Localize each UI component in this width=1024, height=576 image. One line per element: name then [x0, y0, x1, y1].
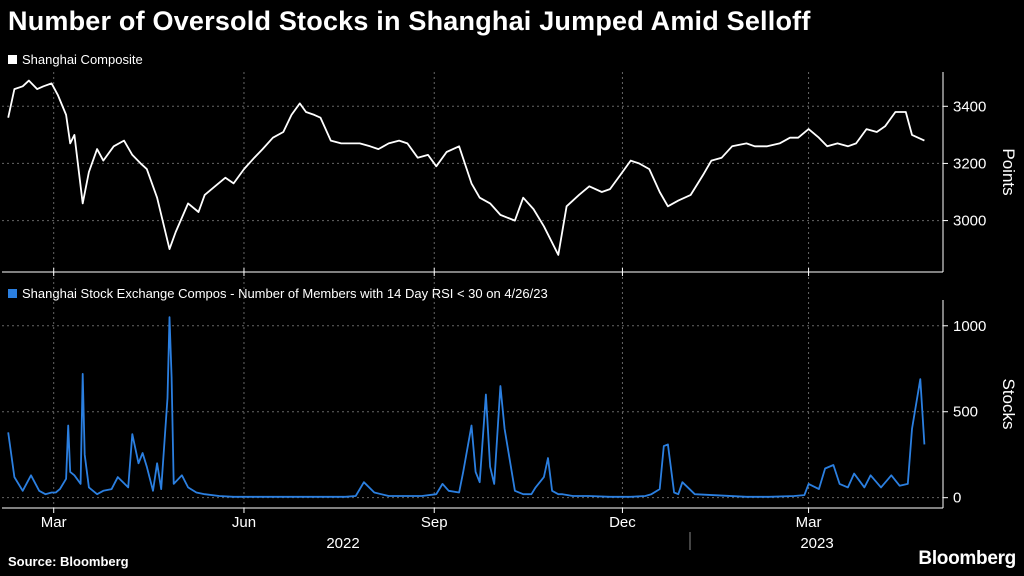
xtick-label-3: Dec	[609, 514, 636, 531]
tick-labels: 3000 3200 3400 Points 0 500 1000 Stocks Mar Jun Se…	[41, 98, 1018, 552]
legend-swatch-blue	[8, 289, 17, 298]
legend-label-2: Shanghai Stock Exchange Compos - Number …	[22, 286, 548, 301]
ytick-label-p1-1: 500	[953, 404, 978, 421]
bloomberg-logo: Bloomberg	[918, 548, 1016, 569]
ytick-label-p1-0: 0	[953, 490, 961, 507]
year-label-0: 2022	[326, 535, 359, 552]
legend-oversold-count: Shanghai Stock Exchange Compos - Number …	[8, 286, 548, 301]
legend-shanghai-composite: Shanghai Composite	[8, 52, 143, 67]
xtick-label-4: Mar	[796, 514, 822, 531]
ytick-label-p0-1: 3200	[953, 155, 986, 172]
series-line-p1-0	[7, 316, 926, 498]
xtick-label-1: Jun	[232, 514, 256, 531]
source-note: Source: Bloomberg	[8, 554, 129, 569]
ytick-label-p0-0: 3000	[953, 213, 986, 230]
xtick-label-2: Sep	[421, 514, 448, 531]
chart-title: Number of Oversold Stocks in Shanghai Ju…	[8, 6, 811, 36]
series-lines	[7, 79, 926, 498]
legend-swatch-white	[8, 55, 17, 64]
y-axis-title-p1: Stocks	[999, 378, 1018, 429]
ytick-label-p1-2: 1000	[953, 318, 986, 335]
year-label-1: 2023	[800, 535, 833, 552]
axes	[2, 72, 948, 550]
series-line-p0-0	[7, 79, 925, 256]
y-axis-title-p0: Points	[999, 148, 1018, 195]
gridlines	[2, 72, 943, 508]
xtick-label-0: Mar	[41, 514, 67, 531]
legend-label-1: Shanghai Composite	[22, 52, 143, 67]
ytick-label-p0-2: 3400	[953, 98, 986, 115]
